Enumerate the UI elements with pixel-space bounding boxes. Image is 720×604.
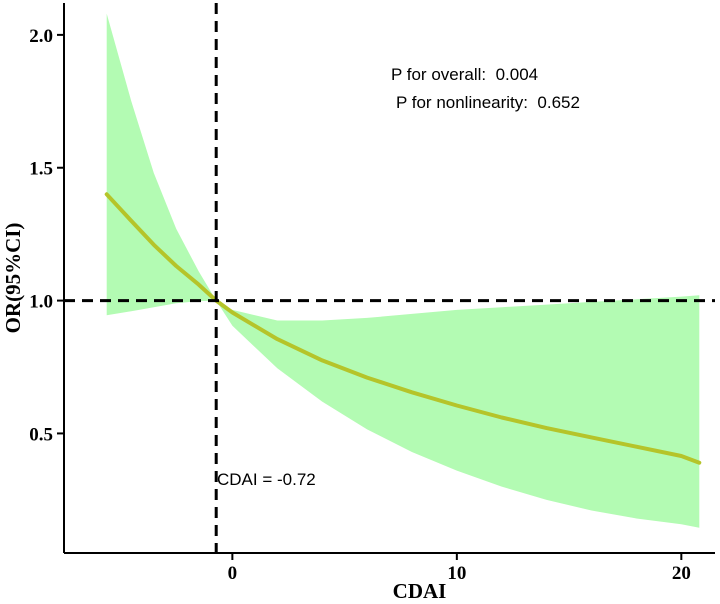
y-tick-label: 1.5 xyxy=(29,159,53,180)
confidence-band-layer xyxy=(106,13,700,528)
x-tick-label: 0 xyxy=(228,563,238,584)
p-nonlinearity-annotation: P for nonlinearity: 0.652 xyxy=(396,93,580,112)
x-tick-label: 20 xyxy=(672,563,691,584)
y-axis-title: OR(95%CI) xyxy=(1,223,25,334)
or-curve xyxy=(104,192,702,465)
cutoff-annotation: CDAI = -0.72 xyxy=(217,470,316,489)
annotations: P for overall: 0.004 P for nonlinearity: … xyxy=(217,65,580,489)
axes: 0 10 20 0.5 1.0 1.5 2.0 CDAI OR(95%CI) xyxy=(1,3,715,603)
x-axis-title: CDAI xyxy=(393,579,447,603)
y-tick-label: 0.5 xyxy=(29,424,53,445)
confidence-band xyxy=(106,13,700,528)
x-tick-label: 10 xyxy=(447,563,466,584)
reference-lines xyxy=(64,3,715,553)
y-tick-label: 1.0 xyxy=(29,292,53,313)
or-curve-layer xyxy=(104,192,702,465)
p-overall-annotation: P for overall: 0.004 xyxy=(391,65,538,84)
y-tick-label: 2.0 xyxy=(29,26,53,47)
